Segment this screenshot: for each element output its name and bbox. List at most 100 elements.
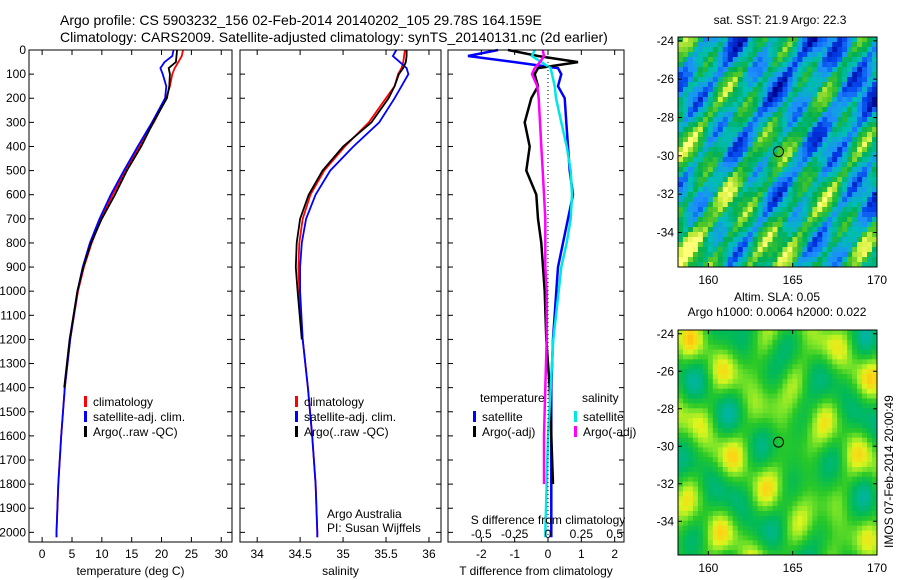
map-cell <box>837 388 843 395</box>
map-cell <box>842 87 848 93</box>
map-cell <box>782 187 788 193</box>
map-cell <box>687 432 694 439</box>
map-cell <box>692 237 699 243</box>
map-cell <box>707 187 714 193</box>
map-cell <box>767 62 774 68</box>
map-cell <box>747 476 754 483</box>
map-cell <box>678 427 684 434</box>
legend-label: satellite-adj. clim. <box>93 410 185 424</box>
map-cell <box>857 510 863 517</box>
map-cell <box>702 52 709 58</box>
map-cell <box>737 72 744 78</box>
map-cell <box>802 177 808 183</box>
map-cell <box>702 393 709 399</box>
map-cell <box>837 182 843 188</box>
map-cell <box>787 182 793 188</box>
map-cell <box>827 52 833 58</box>
map-cell <box>787 403 793 409</box>
map-cell <box>872 427 878 434</box>
map-cell <box>807 457 813 463</box>
map-cell <box>797 413 803 419</box>
map-cell <box>697 47 704 53</box>
map-cell <box>842 237 848 243</box>
map-cell <box>732 437 739 444</box>
map-cell <box>687 222 694 228</box>
map-cell <box>782 217 788 223</box>
map-cell <box>837 364 843 370</box>
map-cell <box>832 167 838 173</box>
map-cell <box>822 481 828 488</box>
map-cell <box>852 422 858 429</box>
map-cell <box>802 520 808 527</box>
map-cell <box>722 177 729 183</box>
map-cell <box>737 82 744 88</box>
map-cell <box>712 152 719 158</box>
map-cell <box>847 47 853 53</box>
map-cell <box>697 339 704 346</box>
map-cell <box>737 403 744 409</box>
legend-swatch <box>84 396 87 407</box>
map-cell <box>737 167 744 173</box>
map-cell <box>812 132 818 138</box>
map-cell <box>757 62 764 68</box>
map-cell <box>722 535 729 541</box>
map-cell <box>812 137 818 143</box>
credit-text: Argo Australia <box>327 507 402 521</box>
map-cell <box>742 466 749 473</box>
map-cell <box>692 413 699 419</box>
map-cell <box>792 388 798 395</box>
map-cell <box>692 359 699 365</box>
map-cell <box>692 87 699 93</box>
map-cell <box>802 207 808 213</box>
map-cell <box>862 87 868 93</box>
map-cell <box>852 466 858 473</box>
map-cell <box>717 422 724 429</box>
map-cell <box>827 427 833 434</box>
map-cell <box>827 422 833 429</box>
map-cell <box>822 496 828 502</box>
map-cell <box>757 47 764 53</box>
map-cell <box>847 167 853 173</box>
map-cell <box>822 427 828 434</box>
map-cell <box>682 496 689 502</box>
map2-title-1: Altim. SLA: 0.05 <box>734 290 820 304</box>
map-cell <box>742 137 749 143</box>
map-cell <box>712 87 719 93</box>
map-cell <box>837 491 843 497</box>
lat-tick-label: -34 <box>657 514 675 528</box>
map-cell <box>782 403 788 409</box>
map-cell <box>737 334 744 341</box>
map-cell <box>797 388 803 395</box>
map-cell <box>832 197 838 203</box>
map-cell <box>802 452 808 458</box>
map-cell <box>682 222 689 228</box>
map-cell <box>827 107 833 113</box>
legend-header-temperature: temperature <box>480 391 545 405</box>
map-cell <box>832 262 838 268</box>
map-cell <box>807 47 813 53</box>
map-cell <box>742 354 749 360</box>
map-cell <box>802 334 808 341</box>
map-cell <box>717 67 724 73</box>
map-cell <box>702 247 709 253</box>
legend-label: Argo(..raw -QC) <box>93 425 178 439</box>
map-cell <box>847 77 853 83</box>
map-cell <box>747 62 754 68</box>
map-cell <box>692 462 699 468</box>
map-cell <box>777 257 783 263</box>
map-cell <box>717 442 724 448</box>
map-cell <box>687 47 694 53</box>
map-cell <box>707 52 714 58</box>
map-cell <box>762 427 769 434</box>
map-cell <box>772 383 778 390</box>
map-cell <box>678 364 684 370</box>
map-cell <box>807 247 813 253</box>
map-cell <box>817 182 823 188</box>
map-cell <box>802 247 808 253</box>
map-cell <box>712 344 719 351</box>
map-cell <box>787 187 793 193</box>
map-cell <box>687 237 694 243</box>
map-cell <box>787 388 793 395</box>
map-cell <box>737 107 744 113</box>
map-cell <box>707 237 714 243</box>
